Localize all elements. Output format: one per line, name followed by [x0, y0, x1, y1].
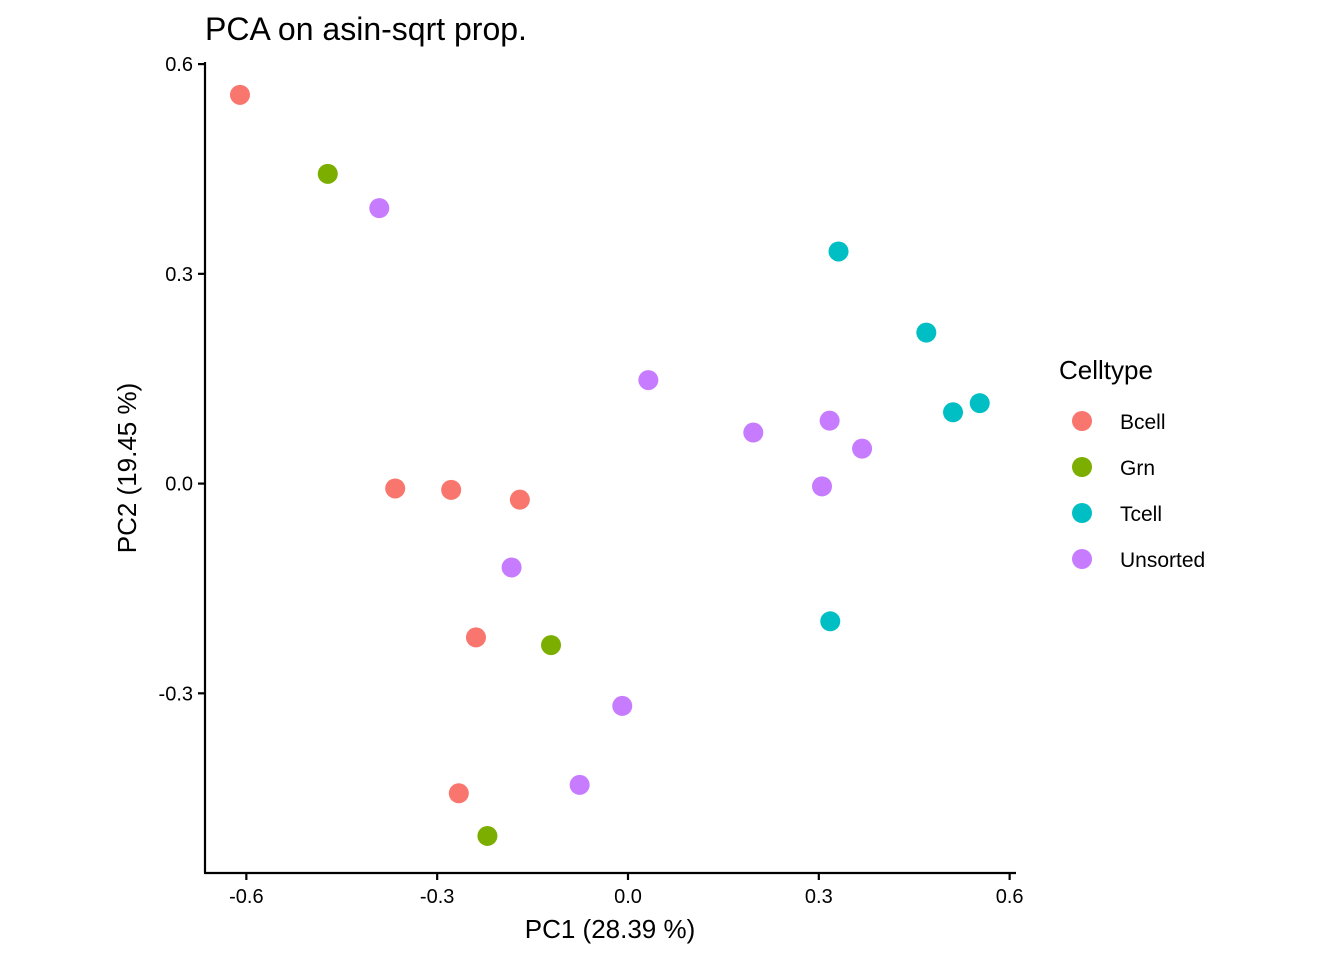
legend-label-bcell: Bcell: [1120, 411, 1166, 434]
plot-area: -0.6 -0.3 0.0 0.3 0.6 -0.3 0.0 0.3 0.6: [159, 54, 1024, 908]
point-bcell: [229, 84, 250, 105]
point-tcell: [820, 611, 841, 632]
point-unsorted: [811, 476, 832, 497]
x-tick-label: 0.3: [805, 886, 833, 908]
point-bcell: [465, 627, 486, 648]
point-unsorted: [743, 422, 764, 443]
point-grn: [317, 163, 338, 184]
legend-key-grn: [1072, 457, 1092, 477]
x-tick-label: -0.6: [229, 886, 263, 908]
legend-key-tcell: [1072, 503, 1092, 523]
x-tick-label: -0.3: [420, 886, 454, 908]
x-tick-label: 0.0: [614, 886, 642, 908]
y-tick-label: 0.0: [165, 474, 193, 496]
legend-label-tcell: Tcell: [1120, 503, 1162, 526]
point-bcell: [441, 479, 462, 500]
y-tick-label: 0.6: [165, 54, 193, 76]
legend-label-unsorted: Unsorted: [1120, 549, 1205, 572]
point-grn: [477, 825, 498, 846]
legend-key-unsorted: [1072, 549, 1092, 569]
point-unsorted: [612, 695, 633, 716]
legend-items: Bcell Grn Tcell Unsorted: [1072, 411, 1205, 572]
chart-title: PCA on asin-sqrt prop.: [205, 11, 527, 47]
point-tcell: [969, 393, 990, 414]
point-bcell: [509, 489, 530, 510]
point-grn: [541, 635, 562, 656]
point-unsorted: [852, 438, 873, 459]
point-bcell: [385, 478, 406, 499]
point-unsorted: [638, 370, 659, 391]
point-tcell: [943, 402, 964, 423]
point-unsorted: [369, 198, 390, 219]
legend-title: Celltype: [1059, 355, 1153, 385]
legend-key-bcell: [1072, 411, 1092, 431]
y-tick-label: -0.3: [159, 683, 193, 705]
y-tick-label: 0.3: [165, 264, 193, 286]
point-unsorted: [819, 410, 840, 431]
legend-label-grn: Grn: [1120, 457, 1155, 480]
legend: Celltype Bcell Grn Tcell Unsorted: [1059, 355, 1205, 572]
y-axis-ticks: -0.3 0.0 0.3 0.6: [159, 54, 205, 705]
point-bcell: [448, 783, 469, 804]
x-axis-title: PC1 (28.39 %): [525, 914, 696, 944]
x-axis-ticks: -0.6 -0.3 0.0 0.3 0.6: [229, 873, 1024, 908]
data-points: [229, 84, 990, 846]
point-tcell: [828, 241, 849, 262]
point-tcell: [916, 322, 937, 343]
point-unsorted: [501, 557, 522, 578]
x-tick-label: 0.6: [996, 886, 1024, 908]
point-unsorted: [569, 774, 590, 795]
y-axis-title: PC2 (19.45 %): [112, 383, 142, 554]
